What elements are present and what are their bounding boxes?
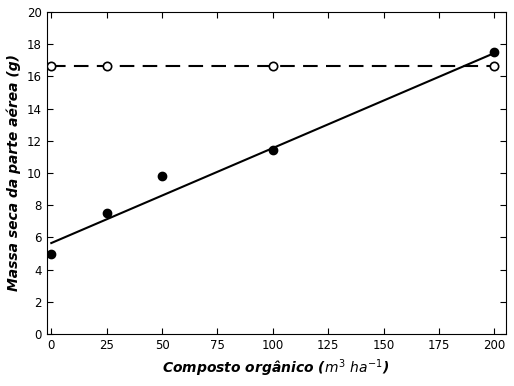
X-axis label: Composto orgânico ($\mathit{m}^{\mathit{3}}$ $\mathit{ha}^{\mathit{-1}}$): Composto orgânico ($\mathit{m}^{\mathit{… [162,357,390,379]
Y-axis label: Massa seca da parte aérea (g): Massa seca da parte aérea (g) [7,54,22,291]
